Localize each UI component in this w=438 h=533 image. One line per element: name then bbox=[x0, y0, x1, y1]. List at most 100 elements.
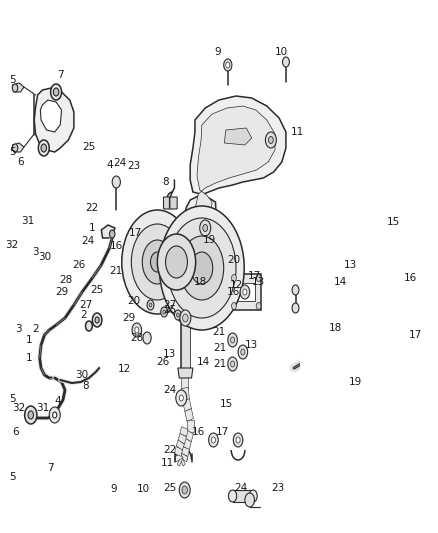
Text: 15: 15 bbox=[219, 399, 233, 409]
Polygon shape bbox=[176, 440, 184, 450]
Text: 5: 5 bbox=[9, 147, 16, 157]
Text: 19: 19 bbox=[349, 377, 362, 387]
Text: 21: 21 bbox=[214, 359, 227, 369]
Text: 1: 1 bbox=[26, 335, 32, 345]
Circle shape bbox=[357, 297, 366, 311]
Text: 15: 15 bbox=[387, 217, 400, 227]
Text: 26: 26 bbox=[72, 261, 85, 270]
Text: 13: 13 bbox=[252, 277, 265, 287]
Circle shape bbox=[233, 433, 243, 447]
Polygon shape bbox=[181, 375, 188, 388]
Text: 24: 24 bbox=[113, 158, 127, 167]
Polygon shape bbox=[180, 453, 188, 462]
Circle shape bbox=[283, 57, 290, 67]
Circle shape bbox=[232, 274, 237, 281]
Text: 23: 23 bbox=[127, 161, 141, 171]
Circle shape bbox=[92, 313, 102, 327]
Text: 28: 28 bbox=[59, 275, 73, 285]
Text: 24: 24 bbox=[234, 483, 247, 493]
Polygon shape bbox=[185, 430, 193, 442]
Circle shape bbox=[177, 313, 179, 317]
Circle shape bbox=[110, 230, 115, 238]
Text: 7: 7 bbox=[57, 70, 64, 80]
Circle shape bbox=[402, 300, 408, 308]
Circle shape bbox=[112, 176, 120, 188]
Polygon shape bbox=[178, 433, 187, 444]
Circle shape bbox=[12, 84, 18, 92]
Polygon shape bbox=[40, 100, 62, 132]
Circle shape bbox=[161, 307, 168, 317]
Circle shape bbox=[256, 303, 261, 310]
Text: 6: 6 bbox=[17, 157, 24, 167]
Circle shape bbox=[182, 486, 187, 494]
Circle shape bbox=[228, 333, 237, 347]
Text: 27: 27 bbox=[163, 300, 176, 310]
Text: 16: 16 bbox=[110, 241, 123, 251]
Circle shape bbox=[411, 286, 424, 304]
Circle shape bbox=[226, 62, 230, 68]
Circle shape bbox=[238, 345, 247, 359]
Polygon shape bbox=[187, 420, 194, 432]
Circle shape bbox=[85, 321, 92, 331]
Text: 1: 1 bbox=[89, 223, 95, 233]
Text: 2: 2 bbox=[80, 310, 87, 320]
Polygon shape bbox=[196, 106, 275, 220]
Text: 25: 25 bbox=[90, 286, 103, 295]
Text: 1: 1 bbox=[26, 353, 32, 363]
Polygon shape bbox=[12, 83, 24, 92]
Circle shape bbox=[228, 357, 237, 371]
Text: 24: 24 bbox=[81, 236, 94, 246]
Circle shape bbox=[142, 240, 173, 284]
Circle shape bbox=[232, 303, 237, 310]
Circle shape bbox=[143, 332, 151, 344]
Text: 8: 8 bbox=[82, 382, 89, 391]
Text: 18: 18 bbox=[328, 323, 342, 333]
Circle shape bbox=[212, 437, 215, 443]
Circle shape bbox=[403, 337, 410, 347]
Polygon shape bbox=[12, 143, 24, 152]
Circle shape bbox=[292, 285, 299, 295]
FancyBboxPatch shape bbox=[163, 197, 177, 209]
Polygon shape bbox=[185, 409, 194, 422]
Polygon shape bbox=[183, 399, 191, 411]
Circle shape bbox=[414, 291, 420, 299]
Circle shape bbox=[95, 317, 99, 323]
Text: 27: 27 bbox=[79, 300, 92, 310]
Polygon shape bbox=[237, 283, 255, 301]
Circle shape bbox=[174, 310, 181, 320]
Circle shape bbox=[268, 136, 273, 143]
Polygon shape bbox=[181, 447, 189, 456]
Text: 32: 32 bbox=[13, 403, 26, 413]
Text: 5: 5 bbox=[9, 394, 16, 403]
Text: 21: 21 bbox=[212, 327, 226, 337]
Circle shape bbox=[51, 84, 62, 100]
Circle shape bbox=[183, 314, 188, 322]
Text: 12: 12 bbox=[230, 280, 243, 290]
Text: 13: 13 bbox=[245, 341, 258, 350]
Text: 20: 20 bbox=[227, 255, 240, 265]
Text: 17: 17 bbox=[247, 271, 261, 281]
Polygon shape bbox=[352, 278, 410, 330]
Text: 31: 31 bbox=[21, 216, 35, 226]
Circle shape bbox=[191, 252, 213, 284]
FancyBboxPatch shape bbox=[163, 299, 179, 311]
Circle shape bbox=[230, 337, 235, 343]
Circle shape bbox=[236, 437, 240, 443]
Text: 2: 2 bbox=[33, 325, 39, 334]
Text: 17: 17 bbox=[409, 330, 423, 340]
Text: 20: 20 bbox=[127, 296, 140, 306]
Polygon shape bbox=[181, 387, 190, 401]
Text: 14: 14 bbox=[334, 277, 347, 287]
Polygon shape bbox=[233, 490, 253, 502]
Text: 32: 32 bbox=[5, 240, 18, 250]
Text: 14: 14 bbox=[197, 358, 210, 367]
Circle shape bbox=[245, 493, 254, 507]
Polygon shape bbox=[181, 320, 190, 375]
Text: 30: 30 bbox=[75, 370, 88, 380]
Circle shape bbox=[149, 303, 152, 307]
Circle shape bbox=[180, 236, 224, 300]
Circle shape bbox=[224, 59, 232, 71]
Text: 25: 25 bbox=[163, 305, 176, 315]
Text: 4: 4 bbox=[54, 396, 61, 406]
Polygon shape bbox=[34, 88, 74, 152]
